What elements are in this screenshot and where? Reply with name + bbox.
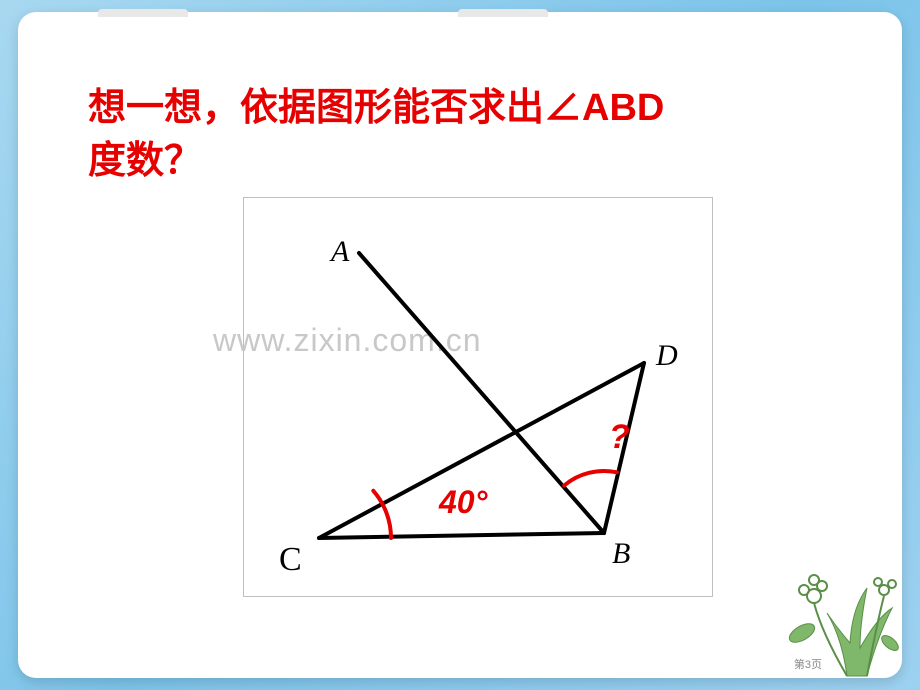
geometry-diagram: 40°? A D B C [244,198,714,598]
title: 想一想，依据图形能否求出∠ABD 度数？ [88,82,828,188]
svg-text:40°: 40° [438,484,488,520]
title-line1: 想一想，依据图形能否求出∠ABD [88,87,664,129]
flower-decoration-icon [752,548,902,678]
page-number: 第3页 [794,656,822,672]
diagram-container: 40°? A D B C [243,197,713,597]
svg-text:B: B [612,537,630,570]
svg-text:A: A [329,235,350,268]
slide: 想一想，依据图形能否求出∠ABD 度数？ www.zixin.com.cn 40… [18,12,902,678]
svg-text:C: C [279,541,302,578]
svg-text:D: D [655,339,678,372]
svg-text:?: ? [609,418,630,456]
title-line2: 度数？ [88,140,202,182]
